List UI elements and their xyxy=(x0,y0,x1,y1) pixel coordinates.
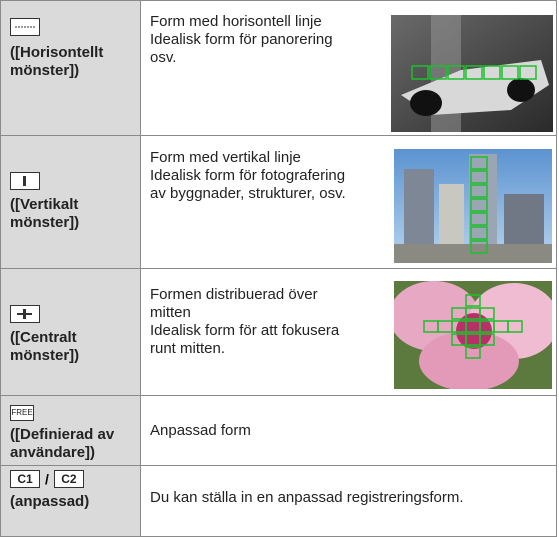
photo xyxy=(394,281,552,389)
text: Idealisk form för panorering osv. xyxy=(150,31,333,66)
table-row: ([Horisontellt mönster]) Form med horiso… xyxy=(0,0,557,136)
icon-group: C1 / C2 xyxy=(10,470,84,488)
text: Du kan ställa in en anpassad registrerin… xyxy=(150,489,464,506)
photo xyxy=(391,15,553,132)
description: Anpassad form xyxy=(150,422,251,440)
text: Form med horisontell linje xyxy=(150,13,322,30)
row-label: ([Definierad av användare]) xyxy=(10,426,115,461)
row-label: (anpassad) xyxy=(10,493,90,510)
description: Du kan ställa in en anpassad registrerin… xyxy=(150,489,555,507)
description: Form med vertikal linje Idealisk form fö… xyxy=(150,149,355,203)
separator: / xyxy=(45,471,49,487)
row-label: ([Vertikalt mönster]) xyxy=(10,196,80,231)
table-row: ([Vertikalt mönster]) Form med vertikal … xyxy=(0,135,557,269)
text: Idealisk form för att fokusera runt mitt… xyxy=(150,322,340,357)
table-row: FREE ([Definierad av användare]) Anpassa… xyxy=(0,395,557,466)
icon xyxy=(10,305,40,323)
row-label: ([Centralt mönster]) xyxy=(10,329,80,364)
photo xyxy=(394,149,552,263)
text: Idealisk form för fotografering av byggn… xyxy=(150,167,346,202)
description: Formen distribuerad över mitten Idealisk… xyxy=(150,286,355,358)
text: Anpassad form xyxy=(150,422,251,439)
icon xyxy=(10,18,40,36)
icon xyxy=(10,172,40,190)
text: Form med vertikal linje xyxy=(150,149,301,166)
table-row: ([Centralt mönster]) Formen distribuerad… xyxy=(0,268,557,396)
icon: FREE xyxy=(10,405,34,421)
text: Formen distribuerad över mitten xyxy=(150,286,318,321)
table-row: C1 / C2 (anpassad) Du kan ställa in en a… xyxy=(0,465,557,537)
label-cell xyxy=(1,136,141,269)
row-label: ([Horisontellt mönster]) xyxy=(10,44,104,79)
label-cell xyxy=(1,269,141,396)
description: Form med horisontell linje Idealisk form… xyxy=(150,13,350,67)
icon: C1 xyxy=(10,470,40,488)
icon: C2 xyxy=(53,470,84,488)
